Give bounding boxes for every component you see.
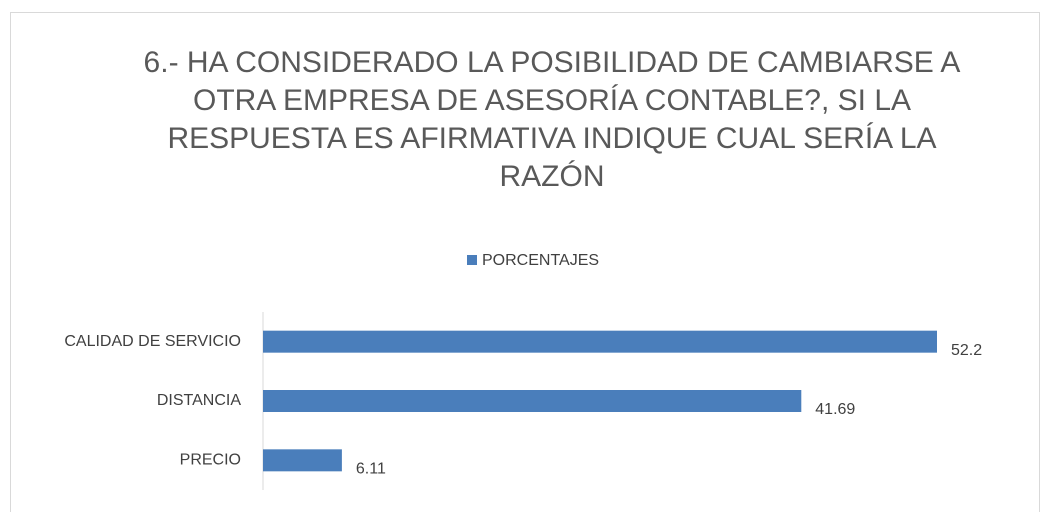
data-label: 52.2 [951,342,982,359]
data-label: 41.69 [815,401,855,418]
y-tick-label: DISTANCIA [157,392,241,409]
bar [263,449,342,472]
bar [263,390,802,412]
chart-title: 6.- HA CONSIDERADO LA POSIBILIDAD DE CAM… [143,46,961,193]
chart-frame [10,12,1040,512]
y-tick-label: PRECIO [180,452,241,469]
data-label: 6.11 [356,461,386,478]
y-tick-label: CALIDAD DE SERVICIO [64,333,241,350]
legend-swatch [467,255,477,265]
bar [263,330,937,353]
legend-label: PORCENTAJES [482,252,599,269]
